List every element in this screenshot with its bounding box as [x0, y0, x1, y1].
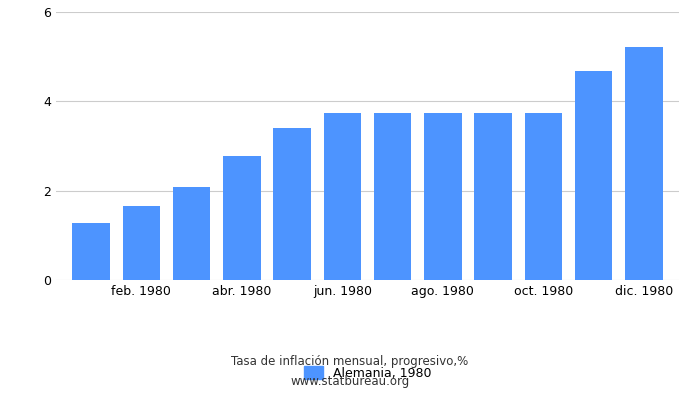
- Bar: [122, 206, 160, 280]
- Bar: [273, 128, 311, 280]
- Text: www.statbureau.org: www.statbureau.org: [290, 376, 410, 388]
- Bar: [424, 113, 462, 280]
- Bar: [72, 223, 110, 280]
- Bar: [323, 113, 361, 280]
- Bar: [575, 71, 612, 280]
- Bar: [625, 47, 663, 280]
- Legend: Alemania, 1980: Alemania, 1980: [299, 361, 436, 385]
- Bar: [173, 187, 211, 280]
- Bar: [475, 113, 512, 280]
- Bar: [524, 113, 562, 280]
- Bar: [374, 113, 412, 280]
- Bar: [223, 156, 260, 280]
- Text: Tasa de inflación mensual, progresivo,%: Tasa de inflación mensual, progresivo,%: [232, 356, 468, 368]
